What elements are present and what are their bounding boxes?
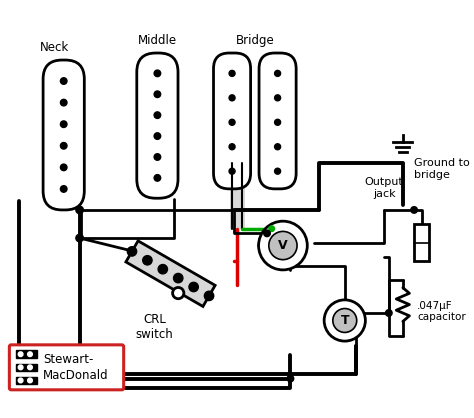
Circle shape [385,310,392,316]
Circle shape [333,308,357,332]
Circle shape [173,273,183,283]
Circle shape [274,95,281,101]
Circle shape [229,144,235,150]
Circle shape [264,230,270,237]
FancyBboxPatch shape [213,53,251,189]
Circle shape [229,119,235,125]
Circle shape [229,70,235,76]
Circle shape [60,99,67,106]
Circle shape [269,226,274,232]
Text: T: T [340,314,349,327]
Circle shape [76,206,83,214]
Circle shape [154,175,161,181]
Circle shape [229,168,235,174]
Circle shape [189,282,198,292]
Circle shape [229,95,235,101]
Bar [16,350,36,358]
Text: Stewart-
MacDonald: Stewart- MacDonald [43,353,109,382]
Circle shape [154,70,161,76]
FancyBboxPatch shape [9,345,124,390]
Text: Middle: Middle [138,34,177,47]
Circle shape [60,78,67,84]
Circle shape [324,300,365,341]
Circle shape [274,70,281,76]
Text: Output
jack: Output jack [365,177,403,199]
Circle shape [27,352,32,357]
Circle shape [154,154,161,160]
Text: CRL
switch: CRL switch [136,313,173,341]
Circle shape [27,378,32,383]
Circle shape [274,119,281,125]
Bar [414,224,429,262]
FancyBboxPatch shape [43,60,84,210]
Circle shape [128,247,137,256]
Circle shape [60,143,67,149]
Polygon shape [126,241,215,306]
Circle shape [274,168,281,174]
Circle shape [60,186,67,192]
FancyBboxPatch shape [137,53,178,198]
Circle shape [18,378,23,383]
Circle shape [173,288,184,299]
FancyBboxPatch shape [259,53,296,189]
Text: Bridge: Bridge [236,34,274,47]
Circle shape [76,234,83,242]
Circle shape [204,291,214,301]
Bar [16,377,36,384]
Circle shape [154,91,161,97]
Circle shape [60,121,67,127]
Circle shape [18,365,23,370]
Text: .047μF
capacitor: .047μF capacitor [417,301,465,322]
Circle shape [274,144,281,150]
Circle shape [287,375,294,382]
Bar [229,163,245,229]
Circle shape [154,133,161,139]
Text: V: V [278,239,288,252]
Circle shape [60,164,67,171]
Circle shape [27,365,32,370]
Circle shape [259,221,307,270]
Circle shape [411,206,418,213]
Bar [16,364,36,371]
Circle shape [269,232,297,260]
Circle shape [143,256,152,265]
Circle shape [154,112,161,118]
Circle shape [158,265,167,274]
Text: Ground to
bridge: Ground to bridge [414,158,470,180]
Text: Neck: Neck [40,41,69,54]
Circle shape [18,352,23,357]
